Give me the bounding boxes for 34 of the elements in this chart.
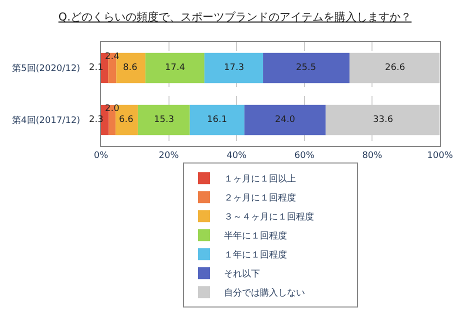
data-label: 2.4 <box>105 52 120 62</box>
data-label: 15.3 <box>154 115 174 125</box>
x-tick-label: 60% <box>294 150 315 161</box>
data-label: 24.0 <box>275 115 296 125</box>
data-label: 26.6 <box>385 63 406 73</box>
data-label: 25.5 <box>296 63 316 73</box>
legend-label: １ヶ月に１回以上 <box>224 174 296 185</box>
legend-label: １年に１回程度 <box>224 250 287 261</box>
data-label: 6.6 <box>119 115 134 125</box>
legend-label: 半年に１回程度 <box>224 230 287 242</box>
data-label: 16.1 <box>207 115 228 125</box>
data-label: 8.6 <box>123 63 138 73</box>
x-tick-label: 40% <box>226 150 248 161</box>
bar <box>204 52 264 84</box>
x-tick-label: 20% <box>158 150 180 161</box>
data-label: 33.6 <box>373 115 394 125</box>
legend-label: ３～４ヶ月に１回程度 <box>224 212 314 223</box>
chart-title: Q.どのくらいの頻度で、スポーツブランドのアイテムを購入しますか？ <box>58 10 412 24</box>
legend-label: 自分では購入しない <box>224 288 305 299</box>
data-label: 2.0 <box>105 104 120 114</box>
bar <box>190 104 244 136</box>
x-tick-label: 0% <box>94 150 109 161</box>
legend-label: それ以下 <box>224 268 260 280</box>
x-tick-label: 100% <box>427 150 454 161</box>
legend-label: ２ヶ月に１回程度 <box>224 192 296 204</box>
y-tick-label: 第5回(2020/12) <box>12 63 80 74</box>
y-tick-label: 第4回(2017/12) <box>12 115 80 126</box>
data-label: 17.4 <box>165 63 186 73</box>
bar <box>263 52 350 84</box>
bar <box>145 52 204 84</box>
bar <box>244 104 326 136</box>
x-tick-label: 80% <box>362 150 383 161</box>
bar <box>138 104 190 136</box>
data-label: 17.3 <box>224 63 244 73</box>
